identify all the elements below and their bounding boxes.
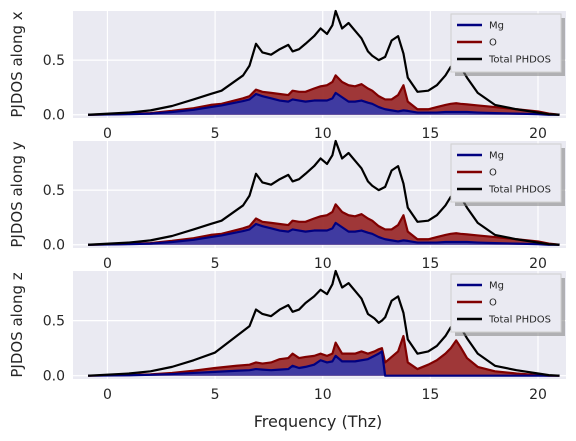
series-line-o bbox=[88, 74, 560, 116]
panel-2: 0 5 10 15 20 0.0 0.5 PJDOS along y Mg O Total PHDO… bbox=[8, 139, 566, 272]
y-tick-label: 0.0 bbox=[43, 369, 65, 385]
series-fill-o bbox=[88, 75, 560, 115]
legend-label: Total PHDOS bbox=[488, 315, 551, 326]
y-tick-label: 0.0 bbox=[43, 238, 65, 254]
x-tick-label: 20 bbox=[529, 387, 547, 403]
series-line-mg bbox=[88, 91, 560, 116]
x-tick-label: 15 bbox=[421, 256, 439, 272]
series-line-mg bbox=[88, 350, 560, 377]
y-tick-label: 0.5 bbox=[43, 314, 65, 330]
legend-label: Mg bbox=[489, 21, 504, 32]
legend-label: Total PHDOS bbox=[488, 55, 551, 66]
x-tick-label: 15 bbox=[421, 126, 439, 142]
y-axis-label: PJDOS along y bbox=[8, 141, 26, 247]
x-tick-label: 0 bbox=[103, 256, 112, 272]
x-tick-label: 0 bbox=[103, 387, 112, 403]
legend-label: O bbox=[489, 298, 497, 309]
y-tick-label: 0.0 bbox=[43, 108, 65, 124]
panel-1: 0 5 10 15 20 0.0 0.5 PJDOS along x Mg O Total PHDO… bbox=[8, 9, 566, 142]
series-fill-mg bbox=[88, 92, 560, 115]
series-line-o bbox=[88, 203, 560, 246]
x-tick-label: 5 bbox=[211, 387, 220, 403]
y-axis-label: PJDOS along z bbox=[8, 272, 26, 377]
series-fill-o bbox=[88, 204, 560, 245]
x-tick-label: 5 bbox=[211, 126, 220, 142]
y-axis-label: PJDOS along x bbox=[8, 11, 26, 117]
x-tick-label: 10 bbox=[314, 256, 332, 272]
series-fill-mg bbox=[88, 351, 560, 376]
x-tick-label: 10 bbox=[314, 126, 332, 142]
legend-label: Total PHDOS bbox=[488, 185, 551, 196]
legend-label: O bbox=[489, 168, 497, 179]
x-tick-label: 20 bbox=[529, 256, 547, 272]
y-tick-label: 0.5 bbox=[43, 53, 65, 69]
series-fill-mg bbox=[88, 222, 560, 245]
x-tick-label: 15 bbox=[421, 387, 439, 403]
series-line-mg bbox=[88, 221, 560, 246]
legend-label: Mg bbox=[489, 151, 504, 162]
legend-label: Mg bbox=[489, 281, 504, 292]
legend-label: O bbox=[489, 38, 497, 49]
x-axis-label: Frequency (Thz) bbox=[254, 412, 383, 431]
x-tick-label: 10 bbox=[314, 387, 332, 403]
x-tick-label: 0 bbox=[103, 126, 112, 142]
series-line-o bbox=[88, 334, 560, 377]
x-tick-label: 20 bbox=[529, 126, 547, 142]
x-tick-label: 5 bbox=[211, 256, 220, 272]
panel-3: 0 5 10 15 20 0.0 0.5 PJDOS along z Mg O Total PHDO… bbox=[8, 269, 566, 403]
y-tick-label: 0.5 bbox=[43, 183, 65, 199]
